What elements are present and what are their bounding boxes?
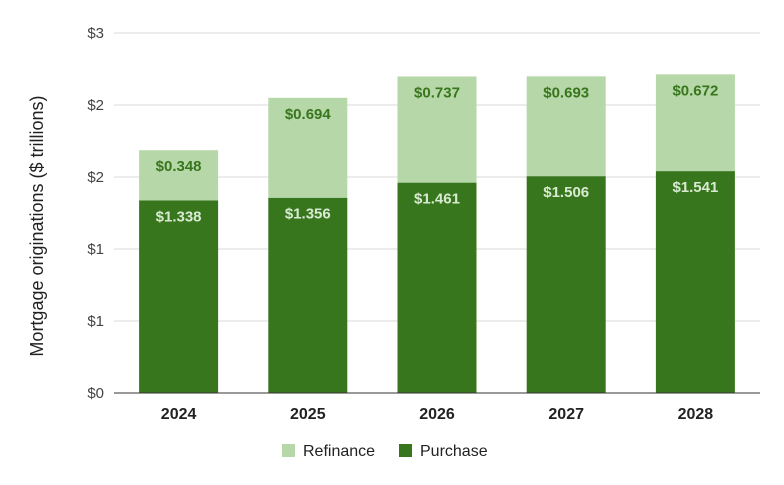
data-label-purchase: $1.506 — [543, 184, 589, 201]
data-label-purchase: $1.541 — [672, 179, 718, 196]
x-tick-label: 2025 — [290, 406, 326, 423]
data-label-purchase: $1.461 — [414, 191, 460, 208]
data-label-refinance: $0.694 — [285, 106, 332, 123]
bar-purchase-2026 — [397, 182, 477, 393]
legend-label-refinance: Refinance — [303, 443, 375, 460]
bar-refinance-2025 — [268, 97, 348, 198]
data-label-purchase: $1.356 — [285, 206, 331, 223]
legend-label-purchase: Purchase — [420, 443, 488, 460]
y-axis-title: Mortgage originations ($ trillions) — [27, 95, 47, 356]
data-label-refinance: $0.693 — [543, 84, 589, 101]
x-tick-label: 2024 — [161, 406, 197, 423]
bar-refinance-2028 — [655, 74, 735, 172]
y-tick-label: $3 — [87, 25, 104, 42]
x-axis-categories: 2024 2025 2026 2027 2028 — [161, 406, 713, 423]
y-tick-label: $0 — [87, 385, 104, 402]
bar-refinance-2024 — [139, 150, 219, 201]
bar-purchase-2024 — [139, 200, 219, 393]
bar-purchase-2025 — [268, 197, 348, 393]
data-label-refinance: $0.348 — [156, 158, 202, 175]
y-tick-label: $2 — [87, 169, 104, 186]
bars: $1.338 $0.348 $1.356 $0.694 $1.461 $0.737 $1.5… — [139, 74, 735, 393]
data-label-purchase: $1.338 — [156, 208, 202, 225]
data-label-refinance: $0.672 — [672, 82, 718, 99]
legend-swatch-refinance — [282, 444, 295, 457]
y-tick-label: $1 — [87, 313, 104, 330]
y-tick-label: $1 — [87, 241, 104, 258]
bar-refinance-2027 — [526, 76, 606, 177]
legend-swatch-purchase — [399, 444, 412, 457]
bar-purchase-2027 — [526, 176, 606, 393]
data-label-refinance: $0.737 — [414, 84, 460, 101]
bar-purchase-2028 — [655, 171, 735, 393]
legend: Refinance Purchase — [282, 443, 488, 460]
y-tick-label: $2 — [87, 97, 104, 114]
y-axis-ticks: $0 $1 $1 $2 $2 $3 — [87, 25, 104, 402]
x-tick-label: 2026 — [419, 406, 455, 423]
x-tick-label: 2027 — [548, 406, 584, 423]
bar-refinance-2026 — [397, 76, 477, 183]
x-tick-label: 2028 — [678, 406, 714, 423]
